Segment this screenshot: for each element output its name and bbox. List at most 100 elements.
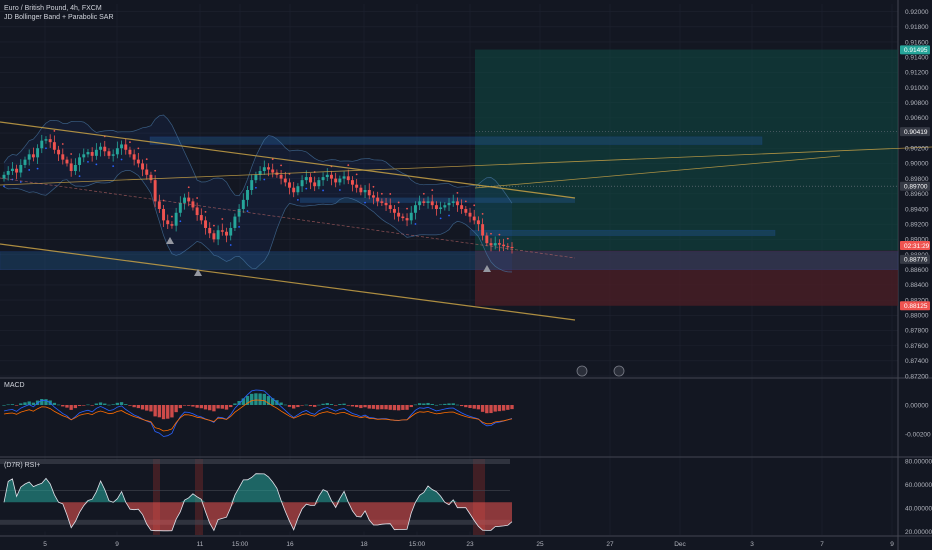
sar-dot xyxy=(179,220,182,223)
candle xyxy=(103,146,107,152)
rsi-tick: 60.00000 xyxy=(905,482,932,489)
candle xyxy=(141,163,145,170)
sar-dot xyxy=(448,214,450,217)
macd-histogram-bar xyxy=(73,405,78,409)
macd-histogram-bar xyxy=(266,396,271,405)
macd-histogram-bar xyxy=(166,405,170,419)
candle xyxy=(304,177,308,181)
time-tick: 23 xyxy=(466,541,474,548)
candle xyxy=(464,208,468,213)
macd-histogram-bar xyxy=(392,405,397,411)
macd-histogram-bar xyxy=(363,405,367,408)
macd-histogram-bar xyxy=(216,405,220,409)
macd-histogram-bar xyxy=(103,403,107,405)
event-icon xyxy=(576,365,588,377)
candle xyxy=(208,227,212,234)
macd-histogram-bar xyxy=(19,403,23,405)
macd-histogram-bar xyxy=(409,405,413,408)
price-tag-label: 02:31:29 xyxy=(904,243,930,250)
candle xyxy=(145,169,149,175)
candle xyxy=(455,201,459,206)
candle xyxy=(460,205,464,209)
candle xyxy=(82,154,86,158)
sar-dot xyxy=(238,225,241,228)
candle xyxy=(178,202,182,213)
candle xyxy=(451,201,455,203)
time-tick: 15:00 xyxy=(232,541,249,548)
candle xyxy=(262,167,266,172)
macd-histogram-bar xyxy=(174,405,178,413)
macd-histogram-bar xyxy=(2,405,6,406)
trendline xyxy=(474,155,841,189)
candle xyxy=(288,182,291,188)
candle xyxy=(468,212,472,217)
sar-dot xyxy=(464,200,467,203)
macd-histogram-bar xyxy=(245,395,250,405)
candle xyxy=(57,149,61,155)
macd-histogram-bar xyxy=(468,405,472,409)
macd-histogram-bar xyxy=(388,405,392,410)
price-tick: 0.91200 xyxy=(905,70,929,77)
sar-dot xyxy=(481,212,484,215)
sar-dot xyxy=(145,158,148,161)
macd-histogram-bar xyxy=(27,401,31,405)
macd-histogram-bar xyxy=(119,402,124,405)
macd-histogram-bar xyxy=(98,402,103,405)
price-tag xyxy=(900,181,930,191)
macd-pane xyxy=(2,389,514,437)
candle xyxy=(2,174,6,179)
macd-histogram-bar xyxy=(31,402,36,405)
sar-dot xyxy=(372,185,375,188)
macd-histogram-bar xyxy=(438,404,443,406)
candle xyxy=(199,215,203,221)
candle xyxy=(78,157,82,165)
macd-histogram-bar xyxy=(77,405,82,406)
candle xyxy=(61,154,65,160)
candle xyxy=(233,216,237,228)
candle xyxy=(204,220,207,228)
trendline-dashed xyxy=(0,177,576,259)
price-tick: 0.90800 xyxy=(905,100,929,107)
sar-dot xyxy=(380,192,383,195)
candle xyxy=(99,146,103,150)
rsi-label[interactable]: (D7R) RSI+ xyxy=(4,462,41,469)
indicator-label[interactable]: JD Bollinger Band + Parabolic SAR xyxy=(4,14,114,21)
sar-dot xyxy=(95,163,98,166)
price-tick: 0.90000 xyxy=(905,161,929,168)
candle xyxy=(115,148,119,155)
macd-histogram-bar xyxy=(325,403,329,405)
candle xyxy=(355,184,359,188)
macd-histogram-bar xyxy=(199,405,204,409)
macd-label[interactable]: MACD xyxy=(4,382,25,389)
macd-histogram-bar xyxy=(107,404,111,406)
macd-histogram-bar xyxy=(233,403,237,405)
candle xyxy=(430,201,434,206)
candle xyxy=(241,199,245,209)
candles-layer xyxy=(2,134,514,254)
candle xyxy=(359,187,363,193)
macd-histogram-bar xyxy=(342,403,346,405)
trendline xyxy=(0,146,932,186)
macd-histogram-bar xyxy=(464,405,468,408)
target-zone xyxy=(475,49,898,251)
price-tick: 0.87600 xyxy=(905,343,929,350)
candle xyxy=(157,201,161,209)
symbol-title[interactable]: Euro / British Pound, 4h, FXCM xyxy=(4,5,102,12)
candle xyxy=(40,140,44,149)
price-tick: 0.88600 xyxy=(905,267,929,274)
candle xyxy=(489,243,493,246)
sar-dot xyxy=(120,158,123,161)
price-tick: 0.91600 xyxy=(905,39,929,46)
time-tick: 5 xyxy=(43,541,47,548)
macd-histogram-bar xyxy=(497,405,502,412)
sar-dot xyxy=(129,141,131,144)
time-tick: 27 xyxy=(606,541,614,548)
macd-histogram-bar xyxy=(304,404,308,406)
macd-histogram-bar xyxy=(56,404,61,406)
sar-dot xyxy=(196,197,199,199)
time-tick: 18 xyxy=(360,541,368,548)
macd-histogram-bar xyxy=(44,399,48,405)
candle xyxy=(502,244,506,247)
candle xyxy=(6,171,10,175)
